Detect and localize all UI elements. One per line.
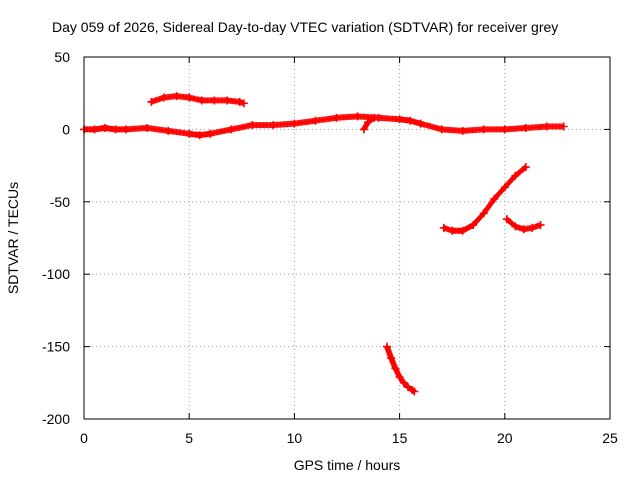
series-markers — [148, 93, 246, 106]
data-point — [519, 225, 528, 234]
data-point — [195, 131, 204, 140]
data-point — [332, 113, 341, 122]
data-point — [528, 223, 537, 232]
data-point — [185, 93, 194, 102]
data-point — [206, 129, 215, 138]
data-point — [404, 383, 413, 392]
data-point — [410, 387, 419, 396]
data-point — [210, 96, 219, 105]
data-series — [80, 92, 568, 396]
series-descent — [382, 342, 419, 396]
data-point — [502, 215, 511, 224]
data-point — [159, 93, 168, 102]
data-point — [479, 209, 488, 218]
data-point — [521, 123, 530, 132]
data-point — [469, 220, 478, 229]
data-point — [521, 163, 530, 172]
series-short-dip — [359, 113, 379, 134]
data-point — [559, 122, 568, 131]
data-point — [399, 378, 408, 387]
data-point — [370, 113, 379, 122]
data-point — [458, 126, 467, 135]
grid — [84, 57, 610, 419]
data-point — [500, 183, 509, 192]
y-tick-label: -200 — [42, 411, 70, 427]
series-main-trace — [80, 112, 568, 140]
chart-title: Day 059 of 2026, Sidereal Day-to-day VTE… — [52, 19, 558, 35]
data-point — [359, 125, 368, 134]
data-point — [239, 99, 248, 108]
data-point — [111, 125, 120, 134]
data-point — [511, 171, 520, 180]
x-tick-label: 25 — [602, 430, 618, 446]
data-point — [458, 226, 467, 235]
data-point — [536, 220, 545, 229]
data-point — [439, 223, 448, 232]
data-point — [479, 125, 488, 134]
x-axis-label: GPS time / hours — [294, 457, 401, 473]
data-point — [416, 119, 425, 128]
data-point — [382, 342, 391, 351]
y-axis-label: SDTVAR / TECUs — [5, 182, 21, 294]
data-point — [448, 226, 457, 235]
data-point — [269, 121, 278, 130]
data-point — [391, 364, 400, 373]
data-point — [143, 123, 152, 132]
data-point — [364, 118, 373, 127]
x-tick-label: 0 — [80, 430, 88, 446]
data-point — [406, 116, 415, 125]
data-point — [311, 116, 320, 125]
data-point — [164, 126, 173, 135]
y-tick-label: -50 — [50, 194, 70, 210]
series-late-arc — [502, 215, 545, 234]
data-point — [197, 96, 206, 105]
x-tick-label: 10 — [287, 430, 303, 446]
data-point — [395, 373, 404, 382]
data-point — [172, 92, 181, 101]
data-point — [511, 222, 520, 231]
data-point — [542, 122, 551, 131]
data-point — [235, 97, 244, 106]
data-point — [227, 125, 236, 134]
data-point — [490, 194, 499, 203]
series-arc-upper — [147, 92, 248, 108]
data-point — [437, 125, 446, 134]
data-point — [90, 125, 99, 134]
data-point — [500, 125, 509, 134]
axis-ticks: 0 5 10 15 20 25 -200 -150 -100 -50 0 50 — [42, 49, 618, 446]
data-point — [147, 97, 156, 106]
data-point — [387, 354, 396, 363]
x-tick-label: 5 — [185, 430, 193, 446]
data-point — [185, 129, 194, 138]
data-point — [101, 123, 110, 132]
y-tick-label: 0 — [62, 121, 70, 137]
plot-frame — [83, 56, 611, 420]
data-point — [290, 119, 299, 128]
y-tick-label: -150 — [42, 339, 70, 355]
series-markers — [81, 113, 566, 139]
data-point — [248, 121, 257, 130]
data-point — [223, 96, 232, 105]
data-point — [353, 112, 362, 121]
x-tick-label: 20 — [497, 430, 513, 446]
x-tick-label: 15 — [392, 430, 408, 446]
y-tick-label: 50 — [54, 49, 70, 65]
y-tick-label: -100 — [42, 266, 70, 282]
data-point — [395, 115, 404, 124]
series-rising-arc — [439, 163, 530, 235]
data-point — [122, 125, 131, 134]
